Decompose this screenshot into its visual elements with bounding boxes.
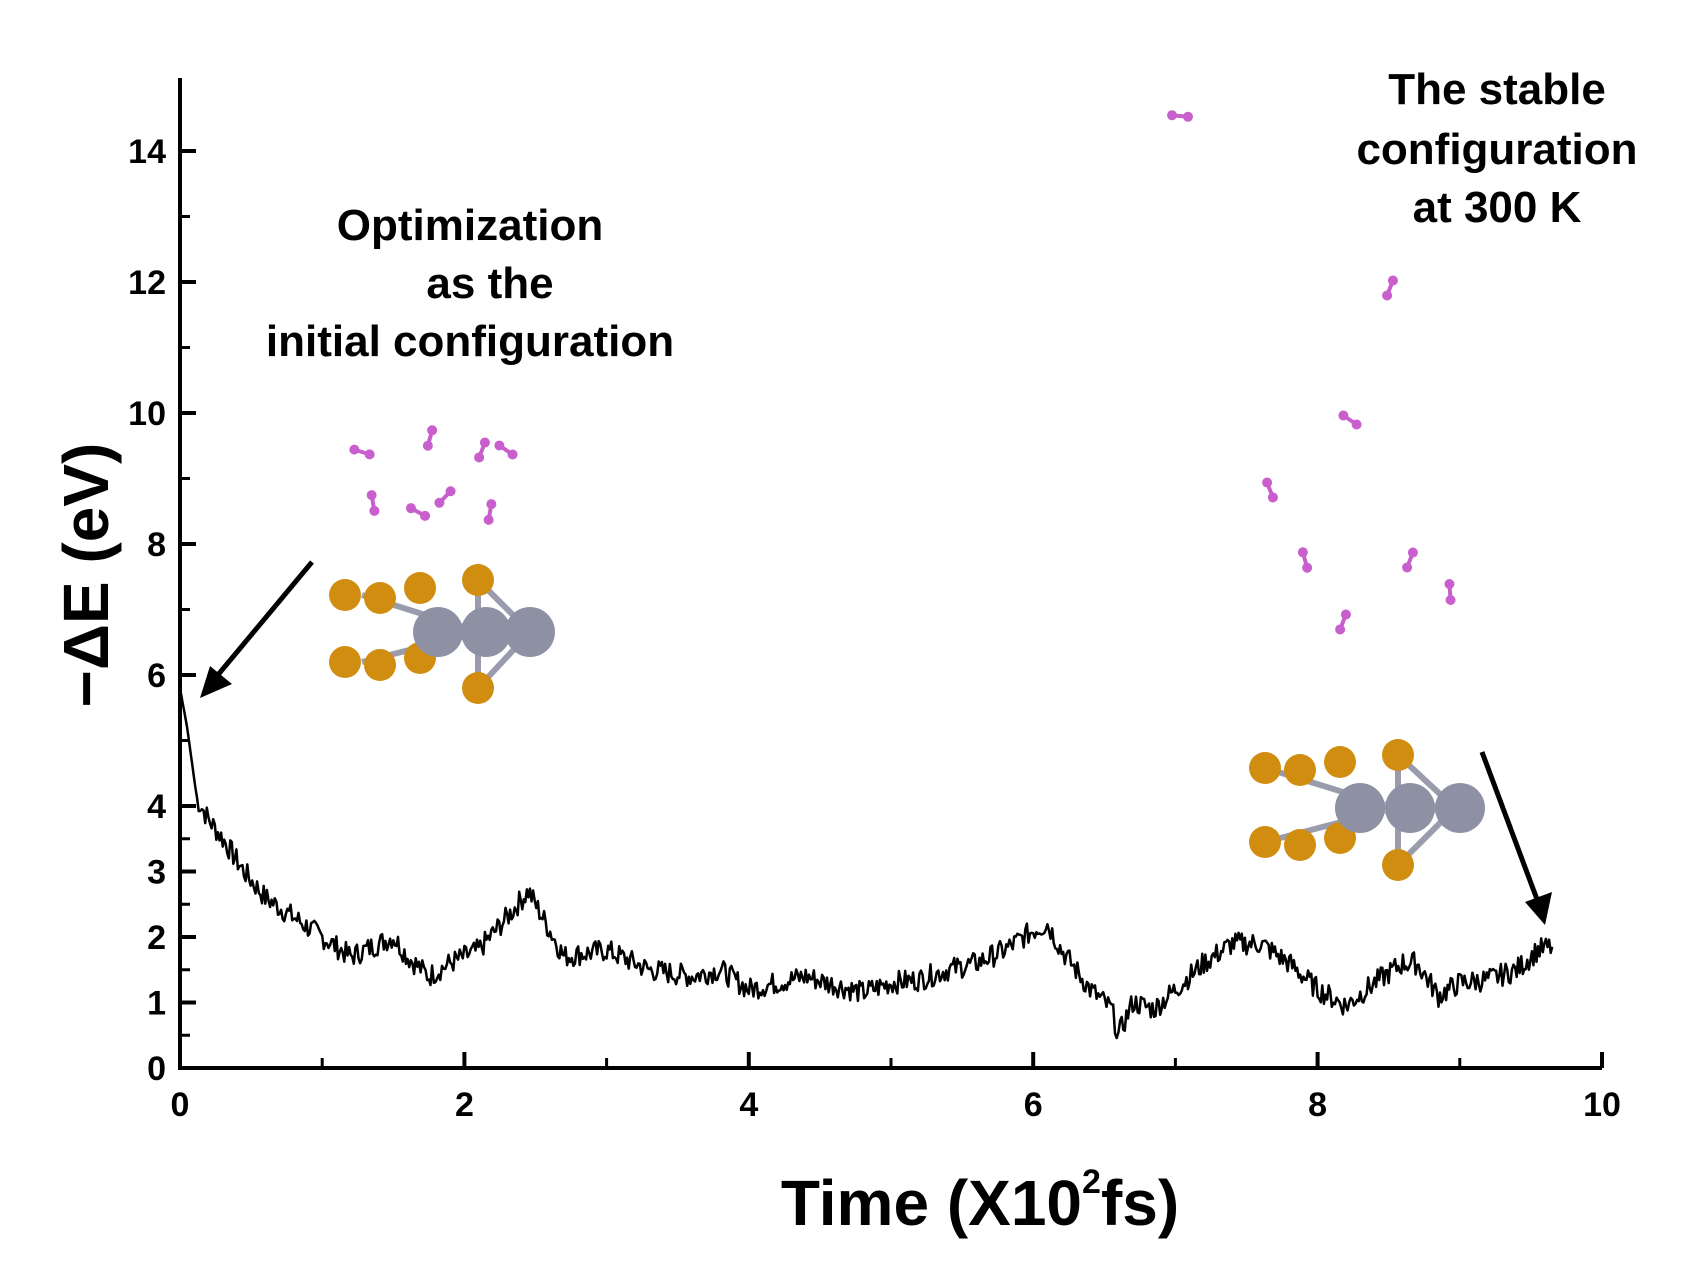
stable-configuration-structure — [1167, 110, 1485, 881]
gas-molecule — [1297, 547, 1313, 573]
gas-molecule — [1335, 609, 1351, 635]
sulfur-atom — [1382, 849, 1414, 881]
sulfur-atom — [462, 564, 494, 596]
sulfur-atom — [364, 582, 396, 614]
gas-molecule — [434, 486, 456, 508]
metal-atoms-right — [1335, 783, 1485, 833]
gas-molecule — [1262, 477, 1278, 503]
annotation-initial-line1: Optimization — [337, 201, 603, 250]
x-tick-label: 4 — [739, 1086, 758, 1124]
y-tick-label: 3 — [147, 854, 166, 892]
gas-molecule — [366, 490, 380, 516]
y-tick-label: 6 — [147, 657, 166, 695]
gas-molecule — [483, 499, 497, 525]
y-tick-label: 14 — [128, 133, 166, 171]
gas-molecule — [474, 437, 490, 463]
y-tick-label: 2 — [147, 919, 166, 957]
x-axis-title-exponent: 2 — [1082, 1163, 1101, 1201]
gas-molecule — [349, 444, 375, 460]
sulfur-atom — [462, 672, 494, 704]
gas-molecule — [1444, 579, 1456, 605]
y-tick-label: 8 — [147, 526, 166, 564]
sulfur-atoms-right — [1249, 739, 1414, 881]
x-tick-label: 2 — [455, 1086, 474, 1124]
y-tick-label: 4 — [147, 788, 166, 826]
metal-atom — [1435, 783, 1485, 833]
sulfur-atom — [1324, 822, 1356, 854]
x-axis-title-unit: fs) — [1101, 1167, 1179, 1239]
x-tick-label: 6 — [1024, 1086, 1043, 1124]
sulfur-atom — [1284, 754, 1316, 786]
metal-atom — [413, 607, 463, 657]
x-axis-title-main: Time (X10 — [781, 1167, 1082, 1239]
annotation-stable-line3: at 300 K — [1413, 183, 1582, 232]
x-tick-label: 0 — [171, 1086, 190, 1124]
metal-atom — [461, 607, 511, 657]
annotation-stable-line1: The stable — [1388, 65, 1606, 114]
x-tick-label: 10 — [1583, 1086, 1621, 1124]
gas-molecule — [1338, 410, 1362, 430]
y-tick-label: 1 — [147, 985, 166, 1023]
sulfur-atom — [329, 579, 361, 611]
gas-molecule — [1382, 275, 1398, 301]
sulfur-atom — [1284, 829, 1316, 861]
sulfur-atom — [404, 572, 436, 604]
metal-atom — [1335, 783, 1385, 833]
y-tick-label: 10 — [128, 395, 166, 433]
y-tick-label: 12 — [128, 264, 166, 302]
sulfur-atom — [1249, 752, 1281, 784]
metal-atom — [505, 607, 555, 657]
gas-molecule — [422, 425, 438, 451]
y-axis-title: −ΔE (eV) — [50, 443, 122, 708]
annotation-initial-line2: as the — [426, 259, 553, 308]
sulfur-atoms-left — [329, 564, 494, 704]
series-line — [178, 687, 1554, 1040]
initial-configuration-structure — [329, 425, 555, 704]
sulfur-atom — [1324, 746, 1356, 778]
gas-molecule — [1167, 110, 1193, 122]
gas-molecule — [405, 503, 431, 521]
axis-ticks — [178, 149, 1604, 1070]
gas-molecule — [494, 440, 518, 460]
sulfur-atom — [1249, 826, 1281, 858]
gas-molecules-left — [349, 425, 518, 525]
arrow-stable — [1479, 751, 1552, 925]
x-axis-title: Time (X102fs) — [781, 1163, 1179, 1239]
metal-atom — [1385, 783, 1435, 833]
gas-molecules-right — [1167, 110, 1456, 635]
metal-atoms-left — [413, 607, 555, 657]
y-tick-label: 0 — [147, 1050, 166, 1088]
sulfur-atom — [1382, 739, 1414, 771]
arrow-initial — [200, 560, 314, 698]
sulfur-atom — [329, 646, 361, 678]
annotation-stable-line2: configuration — [1356, 125, 1637, 174]
sulfur-atom — [364, 649, 396, 681]
gas-molecule — [1402, 547, 1418, 573]
annotation-initial-line3: initial configuration — [266, 317, 674, 366]
x-tick-label: 8 — [1308, 1086, 1327, 1124]
